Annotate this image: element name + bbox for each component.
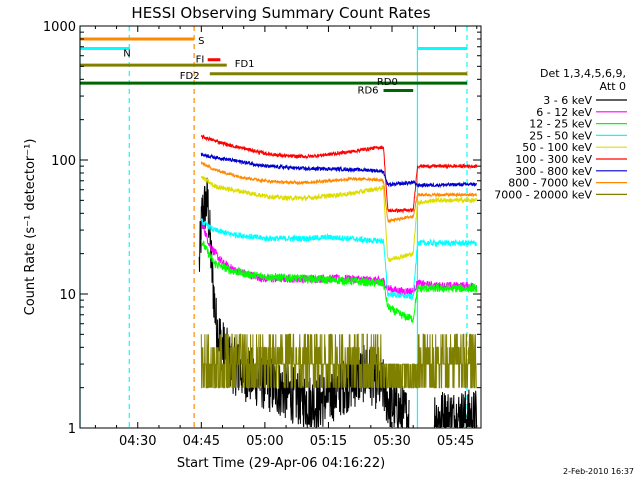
- state-label-rd6: RD6: [358, 86, 379, 97]
- legend-entry: 300 - 800 keV: [515, 165, 592, 178]
- series-line: [200, 134, 478, 214]
- plot-frame: [79, 25, 482, 429]
- legend-entry: 50 - 100 keV: [522, 141, 592, 154]
- y-tick-label: 1: [68, 422, 76, 437]
- series-line: [200, 152, 478, 189]
- chart-title: HESSI Observing Summary Count Rates: [131, 4, 430, 22]
- legend-entry: 12 - 25 keV: [529, 118, 592, 131]
- x-tick-label: 04:30: [119, 434, 156, 449]
- timestamp: 2-Feb-2010 16:37: [563, 467, 634, 476]
- series-9: [200, 333, 477, 389]
- legend-entry: 100 - 300 keV: [515, 153, 592, 166]
- legend-entry: 3 - 6 keV: [543, 94, 592, 107]
- series-6: [200, 134, 478, 214]
- state-label-fd2: FD2: [180, 71, 200, 82]
- series-line: [200, 333, 477, 389]
- series-line: [200, 160, 478, 224]
- series-3: [200, 239, 478, 324]
- series-7: [200, 152, 478, 189]
- legend-entry: 800 - 7000 keV: [508, 177, 592, 190]
- x-axis-label: Start Time (29-Apr-06 04:16:22): [177, 456, 385, 471]
- x-tick-label: 05:15: [310, 434, 347, 449]
- x-tick-label: 05:45: [437, 434, 474, 449]
- series-line: [200, 217, 478, 301]
- x-tick-label: 04:45: [183, 434, 220, 449]
- legend-entry: 7000 - 20000 keV: [494, 188, 592, 201]
- y-tick-label: 10: [59, 288, 76, 303]
- series-line: [200, 176, 477, 263]
- y-axis-label: Count Rate (s⁻¹ detector⁻¹): [23, 139, 38, 316]
- state-label-rd0: RD0: [377, 77, 398, 88]
- state-label-fd1: FD1: [235, 59, 255, 70]
- legend-entry: 6 - 12 keV: [536, 106, 592, 119]
- x-tick-label: 05:00: [246, 434, 283, 449]
- y-tick-label: 100: [51, 154, 76, 169]
- y-tick-label: 1000: [43, 20, 76, 35]
- state-label-s: S: [198, 36, 204, 47]
- series-8: [200, 160, 478, 224]
- axis-ticks: 04:30 04:45 05:00 05:15 05:30 05:45 1 10 100 1000: [43, 20, 481, 449]
- x-tick-label: 05:30: [373, 434, 410, 449]
- series-5: [200, 176, 477, 263]
- state-label-n: N: [123, 48, 130, 59]
- legend-entry: 25 - 50 keV: [529, 129, 592, 142]
- series-4: [200, 217, 478, 301]
- series-line: [200, 239, 478, 324]
- legend-title-line-1: Det 1,3,4,5,6,9,: [540, 67, 626, 80]
- state-label-fi: FI: [196, 55, 205, 66]
- legend-title-line-2: Att 0: [600, 80, 626, 93]
